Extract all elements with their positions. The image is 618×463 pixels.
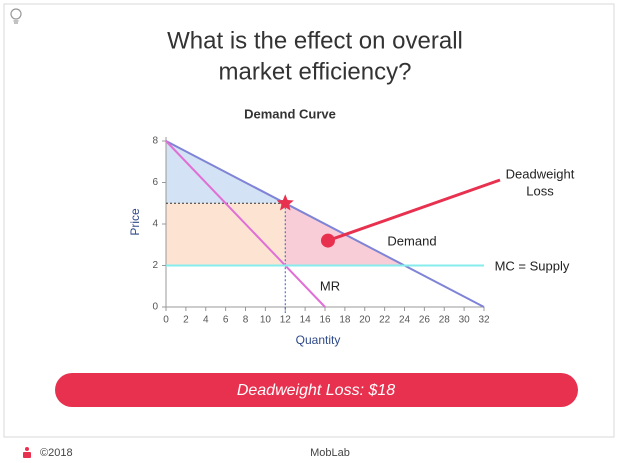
legend-label: Demand: [387, 233, 436, 248]
curve: [165, 140, 326, 308]
annotation-dot: [320, 233, 335, 248]
y-tick-label: 6: [152, 177, 158, 188]
slide-frame: [3, 3, 615, 438]
x-tick-label: 12: [280, 315, 292, 326]
y-tick-label: 2: [152, 260, 158, 271]
x-tick-label: 4: [203, 315, 209, 326]
x-tick-label: 2: [183, 315, 189, 326]
slide-title: market efficiency?: [219, 58, 412, 85]
y-tick-label: 8: [152, 136, 158, 147]
annotation-pointer: [327, 178, 501, 243]
slide-title: What is the effect on overall: [167, 27, 463, 54]
producer-surplus: [166, 203, 286, 266]
y-tick-label: 4: [152, 219, 158, 230]
x-tick-label: 26: [419, 315, 431, 326]
brand-logo: [23, 447, 31, 458]
x-tick-label: 10: [260, 315, 272, 326]
x-tick-label: 30: [459, 315, 471, 326]
x-tick-label: 28: [439, 315, 451, 326]
annotation-text: Deadweight: [506, 166, 575, 181]
bulb-icon: [10, 8, 22, 24]
legend-label: MR: [320, 278, 340, 293]
y-tick-label: 0: [152, 302, 158, 313]
result-text: Deadweight Loss: $18: [237, 382, 395, 399]
x-tick-label: 0: [163, 315, 169, 326]
x-tick-label: 32: [478, 315, 490, 326]
x-tick-label: 8: [243, 315, 249, 326]
x-tick-label: 16: [319, 315, 331, 326]
x-tick-label: 6: [223, 315, 229, 326]
monopoly-star: [276, 194, 294, 211]
curve: [165, 140, 485, 308]
x-tick-label: 14: [300, 315, 312, 326]
footer-brand: MobLab: [310, 447, 350, 459]
x-axis-label: Quantity: [296, 333, 341, 347]
footer-year: ©2018: [40, 447, 73, 459]
annotation-text: Loss: [526, 183, 554, 198]
x-tick-label: 18: [339, 315, 351, 326]
x-tick-label: 22: [379, 315, 391, 326]
x-tick-label: 24: [399, 315, 411, 326]
chart-title: Demand Curve: [244, 106, 336, 121]
legend-label: MC = Supply: [495, 258, 570, 273]
y-axis-label: Price: [128, 208, 142, 236]
x-tick-label: 20: [359, 315, 371, 326]
result-bar: [55, 373, 578, 407]
